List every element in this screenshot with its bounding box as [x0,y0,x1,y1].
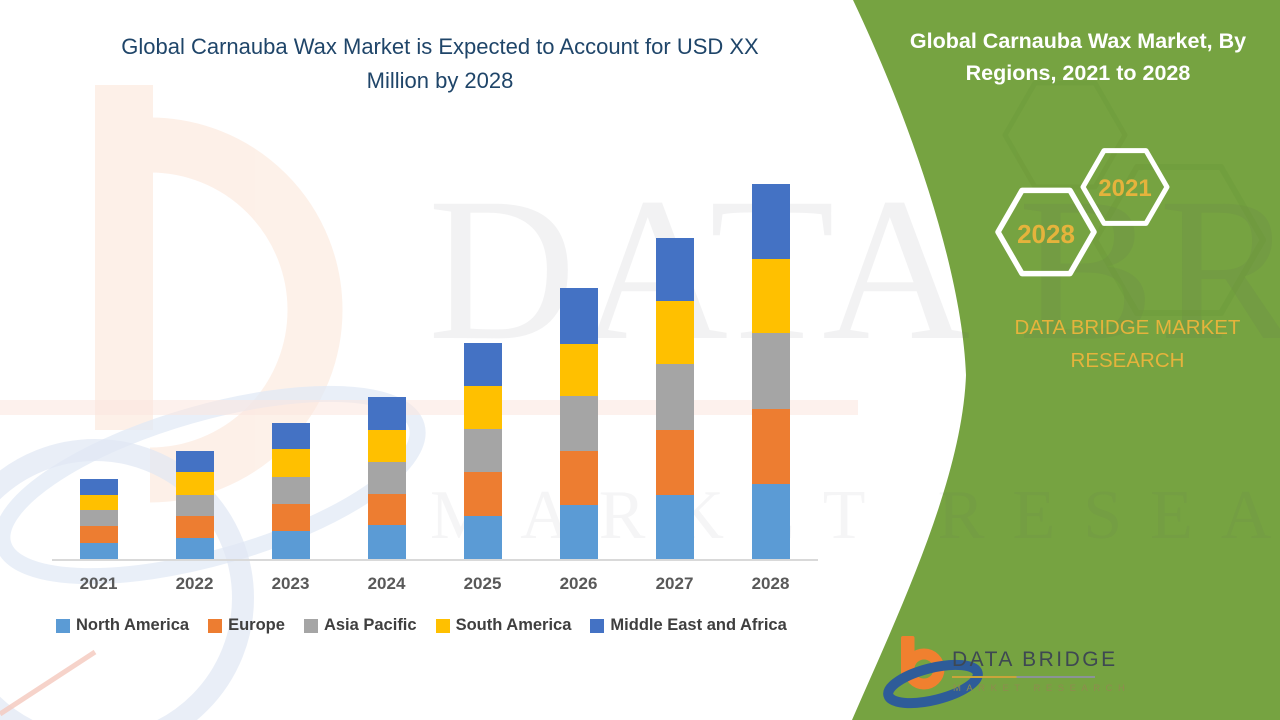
watermark-logo-b [95,85,343,503]
legend-swatch [435,618,450,633]
legend-label: South America [455,616,572,634]
x-axis-label-2025: 2025 [463,574,502,593]
x-axis-label-2023: 2023 [271,574,310,593]
bar-segment-2022-north-america [175,538,214,559]
bar-segment-2026-south-america [559,344,598,396]
bar-segment-2028-middle-east-and-africa [751,184,790,259]
x-axis-label-2027: 2027 [655,574,694,593]
legend-swatch [590,618,605,633]
watermark-circle [0,439,254,720]
bar-2028 [751,184,790,559]
bar-segment-2024-asia-pacific [367,462,406,494]
bar-segment-2024-middle-east-and-africa [367,397,406,430]
logo-tagline: MARKET RESEARCH [953,683,1131,694]
bar-2021 [79,479,118,559]
hexagon-pattern-faint [1002,80,1266,316]
bar-segment-2027-europe [655,430,694,495]
x-axis-label-2021: 2021 [79,574,118,593]
legend-swatch [303,618,318,633]
brand-caption-line2: RESEARCH [1070,348,1185,372]
watermark-diagonal [0,649,97,717]
legend-item-north-america: North America [56,616,189,635]
x-axis-line [52,559,818,561]
x-axis-label-2026: 2026 [559,574,598,593]
hexagon-year-2028: 2028 [1017,219,1075,249]
bar-segment-2023-middle-east-and-africa [271,423,310,449]
legend-item-europe: Europe [208,616,285,635]
bar-segment-2026-europe [559,451,598,505]
legend-swatch [56,618,70,633]
bar-segment-2023-asia-pacific [271,477,310,504]
logo-wordmark: DATA BRIDGE [952,648,1118,671]
bar-2024 [367,397,406,559]
legend-label: Middle East and Africa [610,616,787,634]
green-panel-shape [852,0,1280,720]
bar-2022 [175,451,214,559]
chart-title: Global Carnauba Wax Market is Expected t… [121,34,759,94]
bar-segment-2025-asia-pacific [463,429,502,472]
x-axis-label-2022: 2022 [175,574,214,593]
bar-segment-2028-europe [751,409,790,484]
legend-item-middle-east-and-africa: Middle East and Africa [590,616,787,635]
bar-segment-2028-asia-pacific [751,333,790,409]
bar-segment-2028-south-america [751,259,790,333]
hexagon-2021 [1080,148,1170,226]
x-axis-label-2028: 2028 [751,574,790,593]
bar-2023 [271,423,310,559]
bar-segment-2021-south-america [79,495,118,510]
brand-caption-line1: DATA BRIDGE MARKET [1014,316,1241,339]
bar-segment-2027-south-america [655,301,694,364]
bar-segment-2021-europe [79,526,118,543]
bar-segment-2022-middle-east-and-africa [175,451,214,472]
data-bridge-logo-icon [883,636,983,709]
bar-segment-2022-asia-pacific [175,495,214,516]
bar-segment-2021-middle-east-and-africa [79,479,118,495]
brand-caption: DATA BRIDGE MARKET RESEARCH [990,312,1265,378]
panel-title: Global Carnauba Wax Market, By Regions, … [909,29,1247,86]
bar-segment-2021-asia-pacific [79,510,118,526]
chart-legend: North America Europe Asia Pacific South Ame… [56,616,787,635]
bar-2027 [655,238,694,559]
legend-item-south-america: South America [435,616,572,635]
bar-segment-2025-middle-east-and-africa [463,343,502,386]
bar-segment-2023-north-america [271,531,310,559]
bar-segment-2026-north-america [559,505,598,559]
bar-segment-2025-south-america [463,386,502,429]
bar-2025 [463,343,502,559]
svg-text:MARKET RESEARCH: MARKET RESEARCH [430,477,1280,554]
watermark-band [0,400,858,415]
legend-item-asia-pacific: Asia Pacific [303,616,417,635]
bar-segment-2027-middle-east-and-africa [655,238,694,301]
bar-segment-2021-north-america [79,543,118,559]
bar-segment-2026-middle-east-and-africa [559,288,598,344]
bar-segment-2025-north-america [463,516,502,559]
bar-segment-2028-north-america [751,484,790,559]
legend-label: Asia Pacific [323,616,417,634]
logo-underline [952,676,1095,678]
legend-label: Europe [228,616,285,634]
bar-segment-2026-asia-pacific [559,396,598,451]
bar-segment-2025-europe [463,472,502,516]
bar-2026 [559,288,598,559]
bar-segment-2023-south-america [271,449,310,477]
legend-label: North America [76,616,190,634]
bar-segment-2022-south-america [175,472,214,495]
bar-segment-2022-europe [175,516,214,538]
bar-segment-2024-north-america [367,525,406,559]
bar-segment-2024-south-america [367,430,406,462]
bar-segment-2027-asia-pacific [655,364,694,430]
bar-segment-2024-europe [367,494,406,525]
x-axis-label-2024: 2024 [367,574,406,593]
hexagon-year-2021: 2021 [1098,175,1152,202]
legend-swatch [208,618,223,633]
bar-segment-2023-europe [271,504,310,531]
bar-segment-2027-north-america [655,495,694,559]
hexagon-2028 [995,187,1097,277]
hexagon-outlines [995,148,1170,277]
